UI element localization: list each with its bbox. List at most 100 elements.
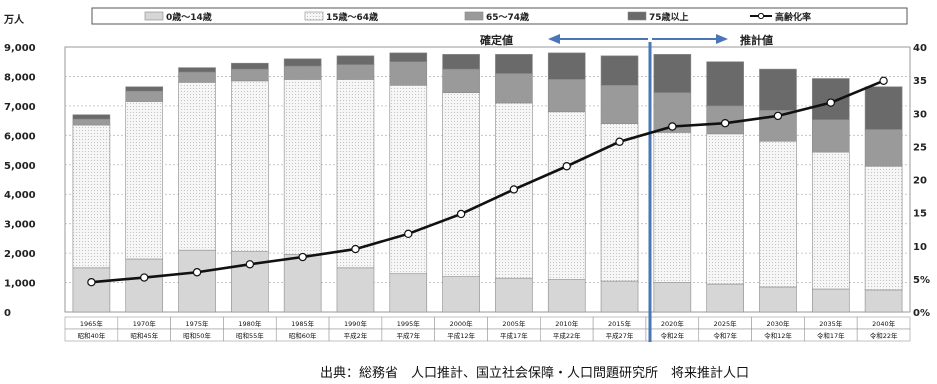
right-tick-label: 5%: [913, 275, 930, 286]
x-label-year: 2010年: [555, 319, 579, 328]
bar-age-65-74: [231, 68, 269, 82]
legend-label: 15歳～64歳: [326, 11, 378, 23]
bar-age-15-64: [389, 84, 428, 275]
bar-age-65-74: [336, 64, 375, 80]
actual-values-label: 確定値: [480, 33, 513, 47]
x-label-era: 昭和40年: [78, 331, 106, 340]
aging-rate-point: [456, 209, 466, 219]
bar-age-65-74: [442, 68, 480, 93]
left-tick-label: 6,000: [4, 131, 36, 142]
right-tick-label: 0%: [913, 308, 930, 319]
bar-age-75-plus: [547, 52, 586, 80]
left-tick-label: 3,000: [4, 220, 36, 231]
left-tick-label: 0: [4, 308, 11, 319]
bar-age-0-14: [706, 283, 744, 313]
bar-age-75-plus: [759, 68, 797, 111]
bar-age-65-74: [283, 65, 322, 80]
right-tick-label: 15: [913, 209, 927, 220]
bar-age-0-14: [125, 258, 164, 313]
aging-rate-point: [773, 111, 783, 121]
aging-rate-point: [245, 260, 255, 269]
right-tick-label: 35: [913, 76, 927, 87]
aging-rate-point: [879, 76, 888, 85]
x-label-era: 平成12年: [447, 331, 475, 340]
arrow-right-head: [716, 34, 728, 44]
aging-rate-point: [404, 229, 413, 239]
right-tick-label: 40: [913, 43, 927, 54]
bar-age-15-64: [72, 124, 111, 269]
bar-age-75-plus: [178, 67, 216, 73]
bar-age-75-plus: [231, 62, 269, 70]
bar-age-0-14: [653, 282, 692, 313]
right-tick-label: 10: [913, 242, 927, 253]
bar-age-75-plus: [653, 54, 692, 93]
bar-age-15-64: [125, 101, 164, 260]
x-label-year: 1965年: [80, 319, 104, 328]
aging-rate-point: [562, 162, 571, 171]
legend-line-marker: [757, 12, 765, 20]
bar-age-15-64: [653, 132, 692, 283]
bar-age-0-14: [495, 277, 533, 313]
x-label-era: 令和17年: [817, 331, 845, 340]
bar-age-15-64: [442, 92, 480, 277]
bar-age-65-74: [547, 79, 586, 113]
right-tick-label: 20: [913, 176, 927, 187]
left-tick-label: 5,000: [4, 161, 36, 172]
bar-age-75-plus: [706, 61, 744, 107]
x-label-era: 昭和50年: [183, 331, 211, 340]
aging-rate-point: [720, 118, 730, 128]
aging-rate-point: [87, 277, 96, 287]
x-label-year: 2020年: [661, 319, 685, 328]
x-label-year: 1970年: [133, 319, 157, 328]
bar-age-75-plus: [389, 52, 428, 63]
bar-age-75-plus: [495, 54, 533, 74]
x-label-year: 2015年: [608, 319, 632, 328]
estimated-values-label: 推計値: [740, 33, 773, 47]
x-label-era: 令和2年: [661, 331, 685, 340]
aging-rate-point: [140, 273, 149, 282]
bar-age-65-74: [600, 84, 639, 124]
legend-label: 0歳～14歳: [166, 11, 212, 23]
aging-rate-point: [826, 98, 835, 107]
legend: [91, 7, 908, 25]
bar-age-0-14: [389, 273, 428, 313]
x-label-era: 昭和45年: [130, 331, 158, 340]
bar-age-75-plus: [283, 58, 322, 67]
x-label-era: 昭和60年: [289, 331, 317, 340]
bar-age-15-64: [547, 111, 586, 280]
bar-age-0-14: [759, 286, 797, 313]
left-tick-label: 2,000: [4, 249, 36, 260]
bar-age-0-14: [336, 267, 375, 313]
left-axis-unit: 万人: [3, 13, 25, 26]
x-label-era: 令和22年: [870, 331, 898, 340]
x-label-year: 2025年: [714, 319, 738, 328]
x-label-era: 令和7年: [713, 331, 737, 340]
left-tick-label: 7,000: [4, 102, 36, 113]
arrow-left-head: [548, 34, 560, 44]
right-tick-label: 25: [913, 142, 927, 153]
bar-age-15-64: [336, 79, 375, 269]
x-label-era: 平成7年: [396, 331, 420, 340]
x-label-era: 昭和55年: [236, 331, 264, 340]
x-label-era: 令和12年: [764, 331, 792, 340]
left-tick-label: 1,000: [4, 279, 36, 290]
bar-age-65-74: [389, 61, 428, 86]
legend-label: 75歳以上: [649, 11, 689, 23]
bar-age-15-64: [231, 80, 269, 252]
legend-swatch: [464, 11, 484, 21]
aging-rate-point: [192, 268, 202, 277]
bar-age-75-plus: [442, 54, 480, 70]
bar-age-0-14: [547, 279, 586, 313]
bar-age-65-74: [811, 119, 850, 153]
bar-age-65-74: [495, 73, 533, 104]
aging-rate-point: [298, 252, 307, 262]
left-tick-label: 4,000: [4, 190, 36, 201]
bar-age-15-64: [706, 133, 744, 285]
aging-rate-point: [509, 185, 519, 194]
bar-age-0-14: [442, 276, 480, 313]
bar-age-15-64: [864, 165, 903, 291]
x-label-year: 2040年: [872, 319, 896, 328]
x-label-year: 2030年: [766, 319, 790, 328]
right-tick-label: 30: [913, 109, 927, 120]
